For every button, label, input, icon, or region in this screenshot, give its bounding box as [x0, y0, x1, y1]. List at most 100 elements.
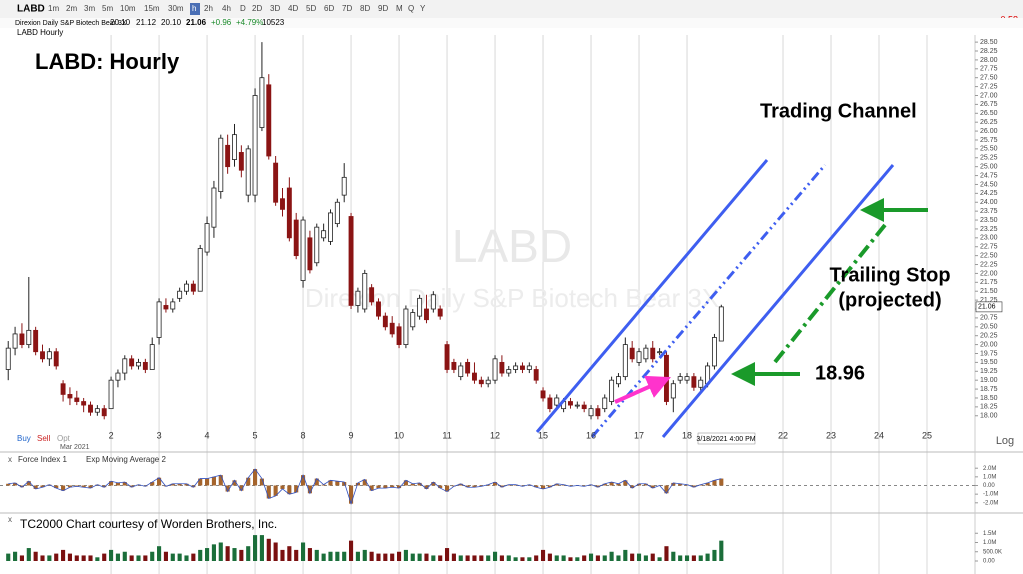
interval-button[interactable]: 8D — [360, 4, 370, 13]
opt-button[interactable]: Opt — [57, 434, 71, 443]
force-bar — [691, 485, 696, 488]
force-bar — [198, 478, 203, 486]
volume-bar — [232, 548, 237, 561]
volume-bar — [561, 555, 566, 561]
volume-bar — [321, 553, 326, 561]
candle-body — [81, 401, 87, 406]
sell-button[interactable]: Sell — [37, 434, 51, 443]
symbol[interactable]: LABD — [17, 4, 45, 15]
candle-body — [437, 308, 443, 317]
volume-bar — [609, 551, 614, 561]
candle-body — [321, 230, 327, 239]
x-tick-label: 25 — [922, 430, 932, 440]
y-tick-label: 1.0M — [983, 474, 996, 480]
chart-label[interactable]: LABD Hourly — [17, 28, 63, 37]
force-bar — [636, 483, 642, 486]
force-bar — [232, 480, 237, 486]
quote-last: 21.06 — [186, 18, 207, 27]
candle-body — [362, 273, 368, 310]
x-tick-label: 9 — [349, 430, 354, 440]
volume-bar — [47, 555, 52, 561]
interval-button[interactable]: 2m — [66, 4, 77, 13]
volume-bar — [705, 553, 710, 561]
candle-body — [711, 337, 717, 367]
quote-name: Direxion Daily S&P Biotech Bear 3X — [15, 20, 127, 27]
interval-button[interactable]: 1m — [48, 4, 59, 13]
force-bar — [246, 477, 251, 486]
force-bar — [520, 485, 525, 487]
interval-button[interactable]: 15m — [144, 4, 160, 13]
y-tick-label: 25.25 — [980, 155, 998, 162]
interval-button[interactable]: 4h — [222, 4, 231, 13]
candle-body — [526, 365, 532, 370]
force-bar — [390, 485, 395, 488]
buy-button[interactable]: Buy — [17, 434, 31, 443]
indicator-name[interactable]: Force Index 1 — [18, 455, 67, 464]
interval-button[interactable]: 5m — [102, 4, 113, 13]
volume-bar — [273, 542, 278, 561]
interval-button[interactable]: 30m — [168, 4, 184, 13]
candle-body — [554, 397, 560, 406]
scale-label[interactable]: Log — [996, 435, 1014, 447]
force-bar — [205, 478, 210, 486]
force-bar — [609, 482, 614, 486]
interval-button[interactable]: 9D — [378, 4, 388, 13]
force-bar — [170, 483, 175, 486]
candle-body — [115, 372, 121, 381]
interval-button[interactable]: 3m — [84, 4, 95, 13]
interval-button[interactable]: M — [396, 4, 403, 13]
force-bar — [602, 483, 607, 486]
candle-body — [232, 134, 237, 160]
candle-body — [170, 301, 176, 310]
interval-button[interactable]: h — [192, 4, 196, 13]
y-tick-label: 18.00 — [980, 413, 998, 420]
panel-close[interactable]: x — [8, 515, 12, 524]
force-bar — [465, 485, 470, 488]
y-tick-label: 23.00 — [980, 235, 998, 242]
force-bar — [74, 485, 79, 487]
panel-close[interactable]: x — [8, 455, 12, 464]
interval-button[interactable]: 4D — [288, 4, 298, 13]
volume-bar — [595, 555, 600, 561]
candle-body — [286, 187, 292, 239]
interval-button[interactable]: 2D — [252, 4, 262, 13]
candle-body — [417, 297, 423, 317]
interval-active — [190, 3, 200, 15]
interval-button[interactable]: 3D — [270, 4, 280, 13]
volume-bar — [19, 555, 24, 561]
indicator-average[interactable]: Exp Moving Average 2 — [86, 455, 166, 464]
y-tick-label: 20.25 — [980, 333, 998, 340]
interval-button[interactable]: Q — [408, 4, 414, 13]
force-bar — [616, 483, 621, 486]
volume-bar — [431, 555, 436, 561]
volume-bar — [307, 548, 312, 561]
volume-bar — [81, 555, 86, 561]
volume-bar — [602, 555, 607, 561]
interval-button[interactable]: Y — [420, 4, 426, 13]
volume-bar — [630, 553, 635, 561]
candle-body — [643, 347, 649, 360]
interval-button[interactable]: 7D — [342, 4, 352, 13]
x-tick-label: 2 — [109, 430, 114, 440]
annotation: (projected) — [838, 289, 941, 311]
interval-button[interactable]: 10m — [120, 4, 136, 13]
force-bar — [643, 483, 648, 486]
candle-body — [94, 408, 100, 413]
candle-body — [190, 283, 196, 292]
volume-bar — [259, 535, 264, 561]
force-bar — [540, 485, 546, 489]
y-tick-label: 27.25 — [980, 83, 998, 90]
interval-button[interactable]: 6D — [324, 4, 334, 13]
trend-lines — [535, 159, 928, 438]
volume-bar — [499, 555, 504, 561]
x-tick-label: 3 — [157, 430, 162, 440]
last-price-box — [975, 301, 1003, 313]
candle-body — [197, 248, 203, 292]
candle-body — [444, 344, 450, 370]
interval-button[interactable]: 2h — [204, 4, 213, 13]
interval-button[interactable]: D — [240, 4, 246, 13]
interval-button[interactable]: 5D — [306, 4, 316, 13]
candle-body — [149, 344, 155, 370]
force-bar — [211, 476, 216, 486]
x-tick-label: 22 — [778, 430, 788, 440]
